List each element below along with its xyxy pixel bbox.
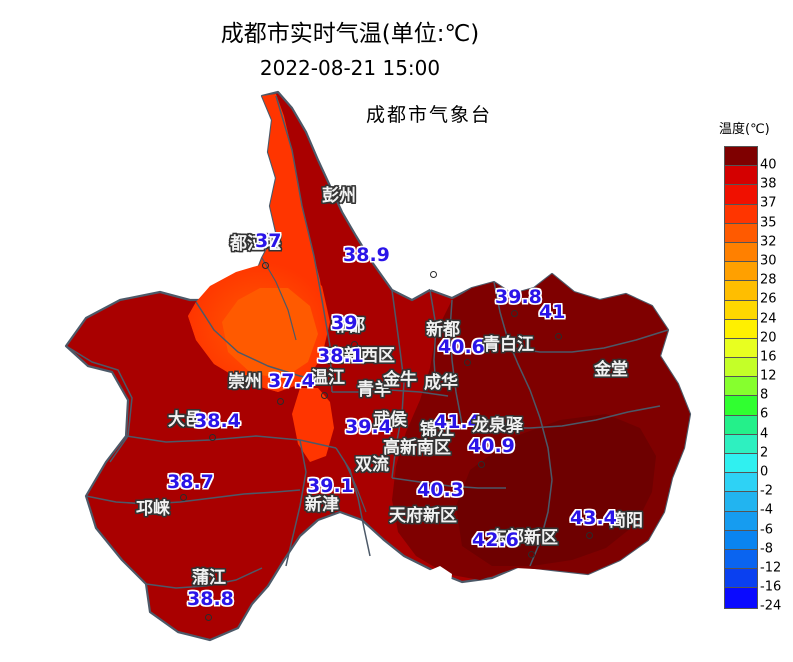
legend-tick: 28 (760, 272, 777, 288)
legend-tick: -24 (760, 598, 782, 614)
station-marker (385, 441, 392, 448)
page-title: 成都市实时气温(单位:℃) (220, 21, 480, 47)
legend-color-cell (725, 396, 757, 416)
source-credit: 成都市气象台 (366, 104, 493, 126)
legend-tick: 0 (760, 464, 769, 480)
temp-zone-east-inner (456, 414, 656, 566)
station-marker (464, 359, 471, 366)
legend-color-cell (725, 223, 757, 243)
map-void-south (424, 566, 452, 596)
legend-color-cell (725, 588, 757, 608)
legend-color-cell (725, 338, 757, 359)
legend-colorbar (724, 146, 758, 609)
legend-tick: 20 (760, 330, 777, 346)
legend-color-cell (725, 434, 757, 454)
station-marker (321, 392, 328, 399)
legend-color-cell (725, 454, 757, 474)
legend-color-cell (725, 549, 757, 570)
legend-tick: 37 (760, 195, 777, 211)
legend-tick: 16 (760, 349, 777, 365)
legend: 温度(℃) 40 38 37 35 32 30 28 26 24 20 16 12 8 6 4 2 0 -2 -4-… (713, 118, 793, 614)
legend-tick-labels: 40 38 37 35 32 30 28 26 24 20 16 12 8 6 4 2 0 -2 -4 -6 -8 -12… (760, 146, 793, 614)
map-canvas: 都江堰 37 彭州 38.9 郫都 39 高新西区 38.1 温江 青羊 金牛 成华 新都 40.6 青白江… (64, 90, 692, 642)
legend-color-cell (725, 300, 757, 320)
legend-tick: 8 (760, 387, 769, 403)
legend-color-cell (725, 511, 757, 531)
legend-color-cell (725, 377, 757, 397)
station-marker (209, 434, 216, 441)
station-marker (430, 271, 437, 278)
legend-color-cell (725, 204, 757, 224)
legend-color-cell (725, 319, 757, 339)
legend-tick: 6 (760, 407, 769, 423)
legend-color-cell (725, 569, 757, 589)
legend-color-cell (725, 262, 757, 282)
station-marker (528, 551, 535, 558)
legend-tick: -12 (760, 560, 782, 576)
river-lines (261, 257, 367, 513)
legend-tick: 35 (760, 215, 777, 231)
station-marker (478, 461, 485, 468)
legend-tick: 32 (760, 234, 777, 250)
station-marker (277, 398, 284, 405)
legend-color-cell (725, 185, 757, 205)
legend-tick: 2 (760, 445, 769, 461)
temp-zone-southwest-tail (292, 388, 334, 462)
station-marker (262, 262, 269, 269)
legend-color-cell (725, 473, 757, 493)
legend-tick: 30 (760, 253, 777, 269)
district-borders (65, 95, 669, 589)
legend-color-cell (725, 530, 757, 550)
legend-color-cell (725, 147, 757, 167)
legend-tick: 26 (760, 291, 777, 307)
legend-tick: -16 (760, 579, 782, 595)
legend-color-cell (725, 166, 757, 186)
legend-color-cell (725, 281, 757, 301)
legend-color-cell (725, 358, 757, 378)
legend-color-cell (725, 492, 757, 512)
legend-tick: 40 (760, 157, 777, 173)
chengdu-district-map (64, 90, 692, 642)
legend-tick: -2 (760, 483, 773, 499)
legend-tick: 24 (760, 311, 777, 327)
legend-tick: -6 (760, 522, 773, 538)
map-void-north (430, 256, 492, 290)
station-marker (205, 614, 212, 621)
legend-color-cell (725, 415, 757, 435)
station-marker (180, 494, 187, 501)
legend-tick: 38 (760, 176, 777, 192)
station-marker (586, 532, 593, 539)
legend-tick: -8 (760, 541, 773, 557)
legend-color-cell (725, 242, 757, 263)
station-marker (511, 310, 518, 317)
legend-title: 温度(℃) (719, 122, 770, 137)
page-datetime: 2022-08-21 15:00 (259, 56, 441, 80)
legend-tick: -4 (760, 502, 773, 518)
legend-tick: 12 (760, 368, 777, 384)
station-marker (351, 341, 358, 348)
station-marker (555, 333, 562, 340)
legend-tick: 4 (760, 426, 769, 442)
